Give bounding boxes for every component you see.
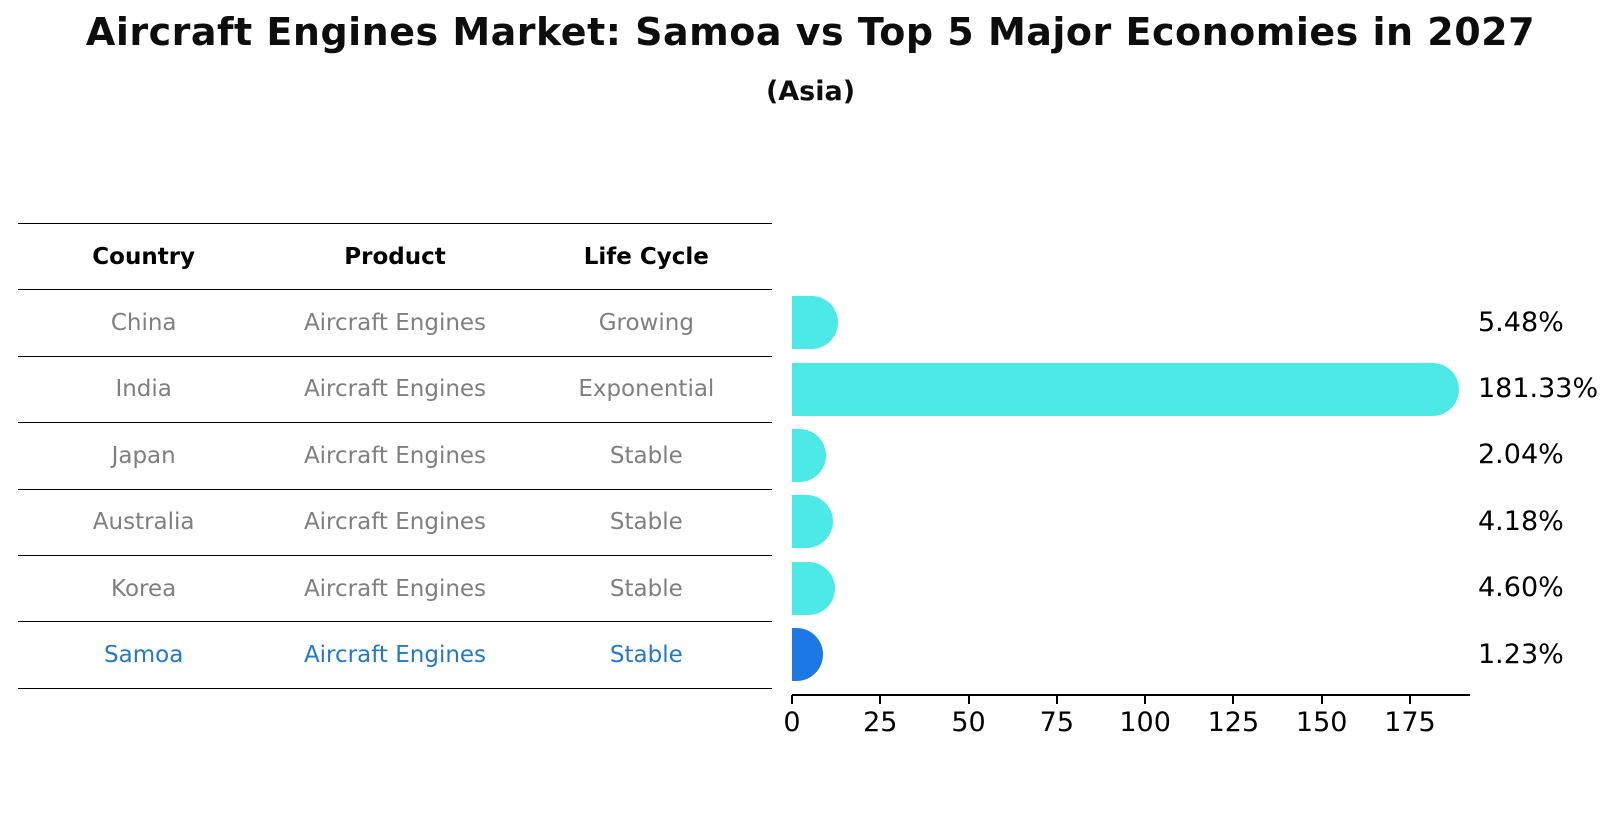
table-body: China Aircraft Engines Growing India Aircraf… — [18, 290, 772, 689]
table-row: Samoa Aircraft Engines Stable — [18, 622, 772, 689]
x-tick-label: 150 — [1295, 707, 1348, 738]
value-label-india: 181.33% — [1478, 373, 1599, 404]
x-tick-mark — [1144, 695, 1147, 704]
table-cell-life-cycle: Stable — [609, 442, 683, 469]
table-cell-life-cycle: Exponential — [578, 376, 715, 403]
value-label-japan: 2.04% — [1478, 439, 1564, 471]
country-table: Country Product Life Cycle China Aircraft… — [18, 223, 772, 689]
table-cell-country: China — [110, 310, 177, 337]
x-tick-label: 25 — [863, 707, 898, 738]
bar-korea — [792, 561, 835, 615]
table-row: China Aircraft Engines Growing — [18, 290, 772, 357]
value-label-korea: 4.60% — [1478, 572, 1564, 604]
table-cell-life-cycle: Stable — [609, 509, 683, 536]
table-cell-country: Korea — [111, 575, 177, 602]
x-tick-label: 175 — [1384, 707, 1436, 738]
table-cell-product: Aircraft Engines — [303, 376, 487, 403]
table-header-row: Country Product Life Cycle — [18, 224, 772, 291]
column-header-country: Country — [92, 243, 196, 270]
x-tick-mark — [1055, 695, 1058, 704]
x-tick-label: 125 — [1207, 707, 1260, 738]
column-header-life-cycle: Life Cycle — [583, 243, 709, 270]
value-label-samoa: 1.23% — [1478, 638, 1564, 670]
table-cell-country: Samoa — [104, 642, 184, 669]
table-row: Japan Aircraft Engines Stable — [18, 423, 772, 490]
table-cell-product: Aircraft Engines — [303, 575, 487, 602]
value-label-australia: 4.18% — [1478, 505, 1564, 537]
column-header-product: Product — [344, 243, 446, 270]
chart-subtitle: (Asia) — [765, 76, 856, 107]
x-tick-mark — [1408, 695, 1411, 704]
x-axis-line — [792, 694, 1470, 696]
bar-china — [792, 296, 838, 350]
x-tick-mark — [879, 695, 882, 704]
table-cell-country: India — [115, 376, 172, 403]
x-tick-label: 75 — [1039, 707, 1075, 738]
table-cell-product: Aircraft Engines — [303, 509, 487, 536]
table-row: India Aircraft Engines Exponential — [18, 357, 772, 424]
table-cell-country: Australia — [92, 509, 195, 536]
table-row: Korea Aircraft Engines Stable — [18, 556, 772, 623]
table-cell-country: Japan — [111, 442, 176, 469]
value-label-china: 5.48% — [1478, 306, 1564, 338]
table-cell-life-cycle: Growing — [598, 310, 694, 337]
x-tick-mark — [791, 695, 793, 704]
bar-india — [792, 362, 1459, 416]
x-tick-mark — [1232, 695, 1235, 704]
x-tick-mark — [1320, 695, 1323, 704]
x-tick-label: 50 — [951, 707, 986, 738]
table-row: Australia Aircraft Engines Stable — [18, 490, 772, 556]
x-tick-mark — [967, 695, 970, 704]
bar-japan — [792, 428, 826, 482]
x-tick-label: 100 — [1119, 707, 1171, 738]
table-cell-product: Aircraft Engines — [303, 642, 487, 669]
table-cell-product: Aircraft Engines — [303, 310, 487, 337]
chart-title: Aircraft Engines Market: Samoa vs Top 5 … — [85, 10, 1536, 54]
bar-australia — [792, 495, 834, 549]
bar-samoa — [792, 628, 823, 682]
table-cell-life-cycle: Stable — [609, 642, 683, 669]
x-tick-label: 0 — [783, 707, 801, 738]
table-cell-product: Aircraft Engines — [303, 442, 487, 469]
table-cell-life-cycle: Stable — [609, 575, 683, 602]
